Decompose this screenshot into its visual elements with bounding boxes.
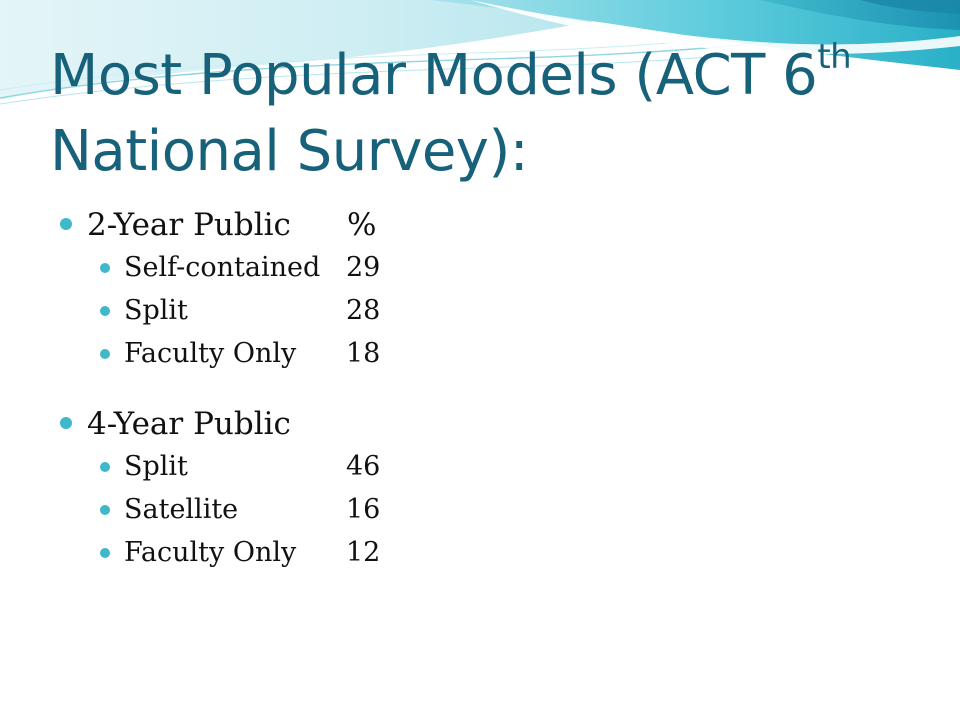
title-main: Most Popular Models (ACT 6: [50, 43, 818, 108]
bullet-dot-icon: [100, 547, 110, 558]
title-superscript: th: [817, 37, 852, 78]
bullet-dot-icon: [100, 305, 110, 316]
title-rest: National Survey):: [50, 119, 529, 184]
bullet-dot-icon: [100, 504, 110, 515]
bullet-dot-icon: [60, 417, 72, 429]
item-label: Split: [124, 451, 188, 482]
item-label: Self-contained: [124, 252, 321, 283]
section-2-year-public: 2-Year Public % Self-contained 29 Split …: [60, 204, 660, 375]
item-label: Split: [124, 295, 188, 326]
item-label: Faculty Only: [124, 537, 297, 568]
header-wave-decoration: [0, 0, 960, 105]
list-item: Self-contained 29: [60, 246, 660, 289]
section-4-year-public: 4-Year Public Split 46 Satellite 16 Facu…: [60, 403, 660, 574]
item-label: Faculty Only: [124, 338, 297, 369]
bullet-dot-icon: [100, 461, 110, 472]
section-heading-value: %: [347, 207, 377, 243]
item-value: 18: [346, 338, 381, 369]
list-item: Faculty Only 12: [60, 531, 660, 574]
bullet-dot-icon: [100, 348, 110, 359]
item-label: Satellite: [124, 494, 239, 525]
bullet-level1: 2-Year Public %: [60, 204, 660, 246]
slide-title: Most Popular Models (ACT 6th National Sur…: [50, 38, 930, 190]
item-value: 29: [346, 252, 381, 283]
item-value: 46: [346, 451, 381, 482]
item-value: 12: [346, 537, 381, 568]
item-value: 28: [346, 295, 381, 326]
bullet-dot-icon: [100, 262, 110, 273]
bullet-dot-icon: [60, 218, 72, 230]
item-value: 16: [346, 494, 381, 525]
list-item: Faculty Only 18: [60, 332, 660, 375]
list-item: Satellite 16: [60, 488, 660, 531]
list-item: Split 28: [60, 289, 660, 332]
bullet-level1: 4-Year Public: [60, 403, 660, 445]
section-heading: 2-Year Public: [87, 207, 291, 243]
list-item: Split 46: [60, 445, 660, 488]
bullet-list: 2-Year Public % Self-contained 29 Split …: [60, 204, 660, 602]
section-heading: 4-Year Public: [87, 406, 291, 442]
